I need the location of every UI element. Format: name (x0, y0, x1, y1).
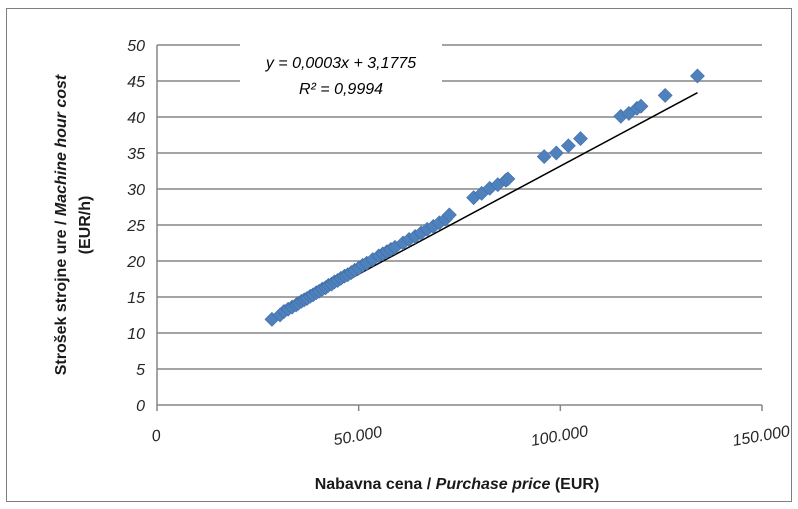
data-point (560, 138, 576, 154)
y-tick-label: 10 (127, 326, 145, 343)
axes (156, 45, 762, 406)
axis-titles: Strošek strojne ure / Machine hour cost … (53, 74, 599, 493)
y-tick-label: 40 (127, 110, 145, 127)
y-axis-title-plain: Strošek strojne ure / (53, 216, 70, 375)
x-tick-labels: 0 50.000 100.000 150.000 (150, 405, 791, 450)
data-point (536, 149, 552, 165)
y-tick-label: 5 (136, 362, 145, 379)
y-axis-unit: (EUR/h) (77, 196, 94, 255)
r-squared: R² = 0,9994 (299, 81, 383, 98)
equation-box (240, 44, 442, 102)
y-tick-label: 15 (127, 290, 145, 307)
y-tick-label: 35 (127, 146, 145, 163)
data-point (690, 68, 705, 84)
x-axis-title-plain: Nabavna cena / (315, 476, 436, 493)
y-tick-label: 25 (126, 218, 145, 235)
trendline-label: y = 0,0003x + 3,1775 R² = 0,9994 (240, 44, 442, 102)
y-axis-title-italic: Machine hour cost (53, 74, 70, 216)
y-tick-label: 0 (136, 398, 145, 415)
x-tick-label: 50.000 (332, 424, 383, 449)
data-point (500, 171, 516, 187)
data-point (633, 98, 649, 114)
x-tick-label: 150.000 (731, 423, 791, 450)
x-axis-title-italic: Purchase price (436, 476, 551, 493)
data-point (657, 87, 673, 103)
x-tick-label: 100.000 (530, 423, 590, 450)
y-tick-label: 45 (127, 74, 145, 91)
y-tick-labels: 0 5 10 15 20 25 30 35 40 45 50 (126, 38, 145, 415)
data-point (548, 145, 564, 161)
x-axis-title-unit: (EUR) (550, 476, 599, 493)
x-tick-label: 0 (150, 427, 162, 445)
y-tick-label: 50 (127, 38, 145, 55)
y-axis-title: Strošek strojne ure / Machine hour cost (53, 74, 70, 375)
data-points (264, 68, 705, 327)
data-point (573, 131, 588, 147)
x-axis-title: Nabavna cena / Purchase price (EUR) (315, 476, 600, 493)
y-tick-label: 20 (126, 254, 145, 271)
data-point (441, 207, 457, 223)
trendline-equation: y = 0,0003x + 3,1775 (265, 55, 416, 72)
y-tick-label: 30 (127, 182, 145, 199)
